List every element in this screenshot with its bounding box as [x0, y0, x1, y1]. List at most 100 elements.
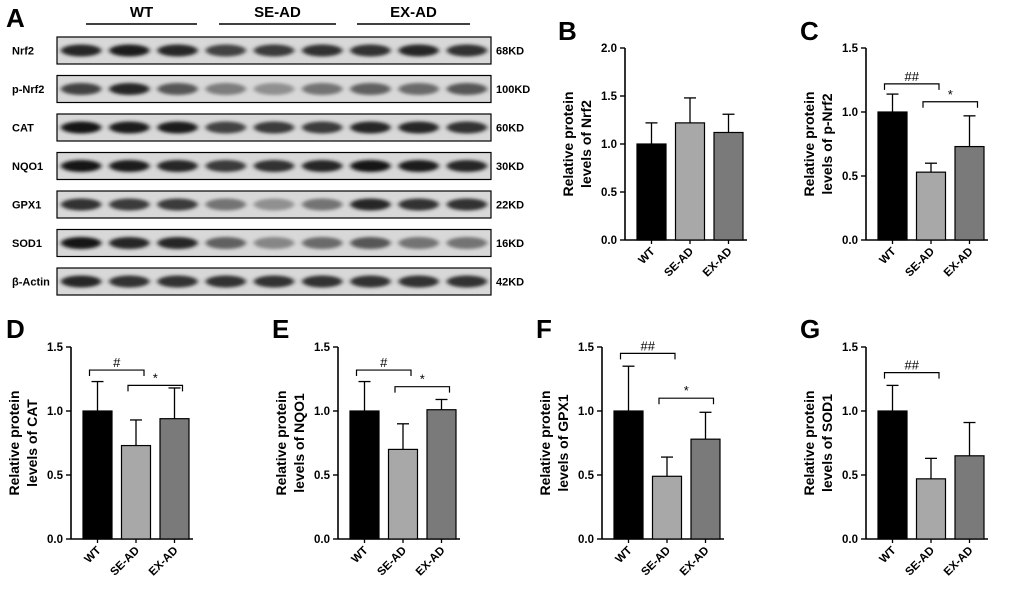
- blot-row: CAT 60KD: [12, 113, 524, 142]
- blot-group-label: EX-AD: [390, 4, 437, 21]
- y-axis-label: levels of p-Nrf2: [819, 93, 835, 194]
- significance-bracket: [922, 101, 979, 108]
- bar-chart-e: 0.0 0.5 1.0 1.5 Relative protein levels of NQ…: [273, 342, 460, 578]
- blot-group-headers: WT SE-AD EX-AD: [86, 4, 470, 25]
- y-axis-label: Relative protein: [801, 390, 817, 495]
- protein-band: [350, 198, 391, 211]
- y-tick-label: 1.5: [314, 342, 331, 354]
- y-axis-label: levels of NQO1: [291, 393, 307, 493]
- protein-band: [446, 121, 488, 134]
- blot-row: Nrf2 68KD: [12, 36, 524, 65]
- y-axis-label: levels of Nrf2: [578, 100, 594, 188]
- protein-band: [253, 44, 295, 57]
- y-axis-label: Relative protein: [801, 91, 817, 196]
- x-tick-label: SE-AD: [662, 246, 696, 280]
- y-tick-label: 0.0: [314, 534, 330, 546]
- significance-bracket: [127, 384, 184, 392]
- blot-row: p-Nrf2 100KD: [12, 74, 530, 104]
- x-tick-label: SE-AD: [903, 246, 937, 280]
- x-tick-label: WT: [877, 545, 898, 566]
- protein-band: [205, 83, 247, 95]
- y-tick-label: 0.5: [842, 171, 859, 183]
- panel-letter-e: E: [272, 314, 289, 344]
- x-tick-label: SE-AD: [639, 545, 673, 579]
- significance-marker: *: [948, 87, 953, 102]
- protein-band: [157, 160, 198, 172]
- protein-band: [109, 121, 150, 134]
- y-tick-label: 1.0: [578, 406, 594, 418]
- panel-letter-f: F: [536, 314, 552, 344]
- protein-band: [446, 198, 488, 211]
- y-tick-label: 0.0: [47, 534, 63, 546]
- panel-letter-g: G: [800, 314, 820, 344]
- significance-marker: ##: [641, 338, 656, 353]
- protein-band: [446, 83, 488, 95]
- protein-band: [301, 83, 343, 95]
- y-tick-label: 1.0: [842, 406, 858, 418]
- bar: [387, 448, 419, 540]
- protein-band: [205, 121, 247, 134]
- significance-marker: *: [684, 383, 689, 398]
- blot-row: NQO1 30KD: [12, 151, 524, 181]
- y-tick-label: 0.0: [842, 235, 858, 247]
- protein-band: [205, 237, 247, 249]
- bar-chart-b: 0.0 0.5 1.0 1.5 2.0 Relative protein levels of…: [560, 43, 747, 279]
- molecular-weight-label: 30KD: [496, 161, 524, 173]
- protein-band: [301, 121, 343, 134]
- bar: [613, 410, 644, 540]
- protein-band: [301, 160, 343, 172]
- significance-bracket: [658, 397, 715, 405]
- molecular-weight-label: 16KD: [496, 238, 524, 250]
- bar: [690, 438, 721, 540]
- y-tick-label: 1.5: [842, 43, 859, 55]
- significance-bracket: [88, 369, 145, 377]
- protein-label: SOD1: [12, 238, 42, 250]
- bar: [954, 145, 985, 241]
- protein-band: [253, 160, 295, 172]
- x-tick-label: EX-AD: [701, 246, 735, 280]
- protein-band: [157, 237, 198, 249]
- y-tick-label: 0.5: [842, 470, 859, 482]
- molecular-weight-label: 60KD: [496, 123, 524, 135]
- bar: [651, 475, 683, 540]
- protein-band: [205, 160, 247, 172]
- x-tick-label: SE-AD: [375, 545, 409, 579]
- y-tick-label: 0.5: [601, 187, 618, 199]
- bar: [159, 418, 190, 540]
- x-tick-label: EX-AD: [942, 246, 976, 280]
- protein-band: [60, 44, 102, 57]
- protein-band: [60, 198, 102, 211]
- protein-band: [301, 198, 343, 211]
- protein-band: [446, 237, 488, 249]
- y-tick-label: 1.0: [601, 139, 617, 151]
- y-axis-label: levels of GPX1: [555, 394, 571, 491]
- blot-row: β-Actin 42KD: [12, 267, 524, 296]
- x-tick-label: EX-AD: [678, 545, 712, 579]
- x-tick-label: SE-AD: [903, 545, 937, 579]
- x-tick-label: SE-AD: [108, 545, 142, 579]
- y-tick-label: 0.0: [601, 235, 617, 247]
- molecular-weight-label: 68KD: [496, 46, 524, 58]
- significance-bracket: [883, 372, 940, 379]
- protein-band: [253, 237, 295, 249]
- x-tick-label: EX-AD: [147, 545, 181, 579]
- bar: [120, 444, 152, 540]
- protein-band: [253, 198, 295, 211]
- protein-band: [350, 121, 391, 134]
- y-axis-label: Relative protein: [273, 390, 289, 495]
- protein-band: [350, 160, 391, 172]
- protein-band: [60, 160, 102, 172]
- significance-bracket: [355, 369, 412, 377]
- x-tick-label: WT: [877, 246, 898, 267]
- y-tick-label: 0.0: [578, 534, 594, 546]
- bar-chart-g: 0.0 0.5 1.0 1.5 Relative protein levels of SO…: [801, 342, 988, 578]
- blot-rows: Nrf2 68KD p-Nrf2 100KD CAT 60KD NQO1 30KD GPX1 22…: [12, 36, 530, 296]
- protein-label: β-Actin: [12, 277, 50, 289]
- blot-row: SOD1 16KD: [12, 228, 524, 258]
- protein-band: [205, 198, 247, 211]
- protein-band: [253, 83, 295, 95]
- protein-band: [398, 160, 439, 172]
- protein-band: [446, 160, 488, 172]
- x-tick-label: WT: [82, 545, 103, 566]
- protein-band: [157, 198, 198, 211]
